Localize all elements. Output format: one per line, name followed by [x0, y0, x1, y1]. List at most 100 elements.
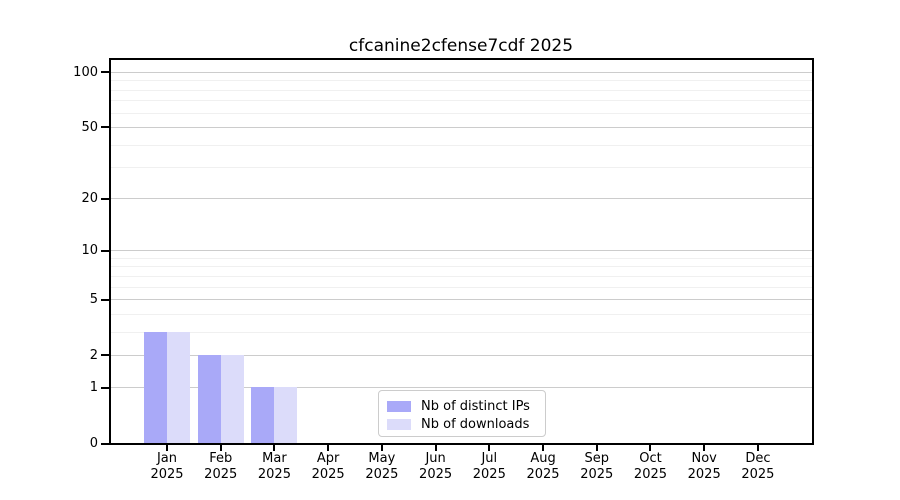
- x-label-year: 2025: [741, 467, 775, 482]
- chart-title: cfcanine2cfense7cdf 2025: [348, 36, 574, 56]
- gridline-minor-4: [111, 313, 812, 315]
- gridline-minor-70: [111, 100, 812, 102]
- bar-ips-feb: [197, 354, 221, 443]
- x-tick-label-mar: Mar 2025: [242, 451, 306, 483]
- bar-downloads-mar: [274, 387, 298, 443]
- x-label-month: Jun: [425, 451, 446, 466]
- x-label-year: 2025: [150, 467, 184, 482]
- x-label-year: 2025: [526, 467, 560, 482]
- x-label-month: Mar: [262, 451, 287, 466]
- y-tick-label-5: 5: [89, 292, 98, 308]
- gridline-minor-90: [111, 80, 812, 82]
- y-tick-label-100: 100: [73, 64, 98, 80]
- x-tick-sep: [595, 445, 598, 451]
- x-label-year: 2025: [633, 467, 668, 482]
- y-tick-100: [101, 71, 109, 74]
- x-label-month: Dec: [745, 451, 771, 466]
- y-tick-10: [101, 249, 109, 252]
- plot-inner: [111, 60, 812, 443]
- gridline-major-10: [111, 250, 812, 252]
- x-label-year: 2025: [204, 467, 238, 482]
- legend-swatch-distinct-ips: [387, 400, 411, 412]
- bar-downloads-feb: [220, 354, 244, 443]
- x-label-month: Nov: [691, 451, 717, 466]
- legend-entry-downloads: Nb of downloads: [387, 415, 537, 433]
- gridline-minor-3: [111, 331, 812, 333]
- y-tick-label-1: 1: [89, 380, 98, 396]
- y-tick-label-20: 20: [81, 191, 98, 207]
- y-tick-label-50: 50: [81, 119, 98, 135]
- x-label-month: Jul: [481, 451, 498, 466]
- x-label-year: 2025: [257, 467, 291, 482]
- y-tick-5: [101, 298, 109, 301]
- legend-label-downloads: Nb of downloads: [421, 416, 530, 432]
- x-tick-label-apr: Apr 2025: [296, 451, 360, 483]
- x-tick-feb: [219, 445, 222, 451]
- y-tick-20: [101, 197, 109, 200]
- x-tick-dec: [756, 445, 759, 451]
- x-label-year: 2025: [687, 467, 721, 482]
- gridline-minor-60: [111, 112, 812, 114]
- gridline-minor-9: [111, 258, 812, 259]
- gridline-minor-80: [111, 89, 812, 91]
- gridline-minor-30: [111, 166, 812, 168]
- y-tick-0: [101, 442, 109, 445]
- gridline-major-1: [111, 387, 812, 389]
- x-tick-label-oct: Oct 2025: [618, 451, 682, 483]
- gridline-major-100: [111, 71, 812, 73]
- y-tick-50: [101, 126, 109, 129]
- legend-label-distinct-ips: Nb of distinct IPs: [421, 398, 530, 414]
- bar-downloads-jan: [167, 331, 190, 443]
- gridline-major-20: [111, 198, 812, 200]
- x-label-month: Sep: [584, 451, 609, 466]
- x-label-month: Apr: [316, 451, 340, 466]
- x-tick-nov: [703, 445, 706, 451]
- gridline-minor-8: [111, 266, 812, 268]
- x-tick-label-jan: Jan 2025: [135, 451, 199, 483]
- x-label-month: Feb: [209, 451, 233, 466]
- x-label-year: 2025: [311, 467, 345, 482]
- bar-ips-jan: [144, 331, 167, 443]
- x-tick-mar: [273, 445, 276, 451]
- x-tick-oct: [649, 445, 652, 451]
- legend-swatch-downloads: [387, 418, 411, 430]
- x-tick-label-feb: Feb 2025: [189, 451, 253, 483]
- x-label-month: Aug: [530, 451, 556, 466]
- x-tick-aug: [542, 445, 545, 451]
- gridline-minor-7: [111, 275, 812, 277]
- x-tick-jan: [166, 445, 168, 451]
- x-tick-may: [380, 445, 383, 451]
- legend-entry-distinct-ips: Nb of distinct IPs: [387, 397, 537, 415]
- x-tick-label-sep: Sep 2025: [565, 451, 629, 483]
- x-tick-label-nov: Nov 2025: [672, 451, 736, 483]
- x-tick-label-may: May 2025: [350, 451, 414, 483]
- plot-area: [109, 58, 814, 445]
- y-tick-1: [101, 386, 109, 389]
- x-tick-label-dec: Dec 2025: [726, 451, 790, 483]
- gridline-minor-40: [111, 144, 812, 146]
- gridline-major-2: [111, 354, 812, 356]
- x-label-year: 2025: [419, 467, 453, 482]
- y-tick-label-10: 10: [81, 243, 98, 259]
- x-tick-label-jul: Jul 2025: [457, 451, 521, 483]
- y-tick-2: [101, 354, 109, 357]
- x-tick-label-jun: Jun 2025: [404, 451, 468, 483]
- x-tick-apr: [327, 445, 330, 451]
- x-label-year: 2025: [580, 467, 614, 482]
- x-tick-jul: [488, 445, 491, 451]
- x-tick-label-aug: Aug 2025: [511, 451, 575, 483]
- x-label-year: 2025: [365, 467, 399, 482]
- gridline-major-50: [111, 126, 812, 128]
- bar-ips-mar: [251, 387, 275, 443]
- gridline-major-5: [111, 299, 812, 301]
- x-label-month: May: [368, 451, 396, 466]
- x-label-month: Oct: [639, 451, 662, 466]
- y-tick-label-2: 2: [89, 347, 98, 363]
- legend: Nb of distinct IPs Nb of downloads: [378, 390, 546, 437]
- x-label-month: Jan: [156, 451, 178, 466]
- y-tick-label-0: 0: [89, 436, 98, 452]
- gridline-minor-6: [111, 286, 812, 288]
- x-label-year: 2025: [472, 467, 506, 482]
- x-tick-jun: [434, 445, 437, 451]
